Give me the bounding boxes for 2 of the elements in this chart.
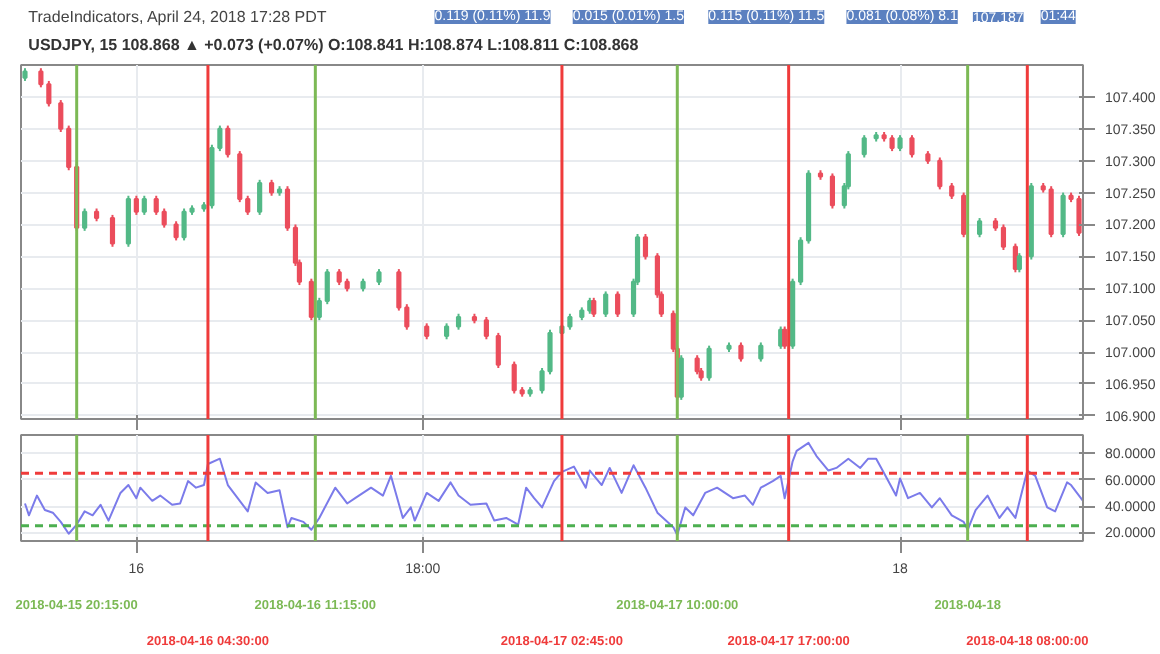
chart-title: TradeIndicators, April 24, 2018 17:28 PDT — [28, 8, 327, 26]
chart-subtitle: USDJPY, 15 108.868 ▲ +0.073 (+0.07%) O:108.841 H:108.874 L:108.811 C:108.868 — [28, 36, 640, 54]
